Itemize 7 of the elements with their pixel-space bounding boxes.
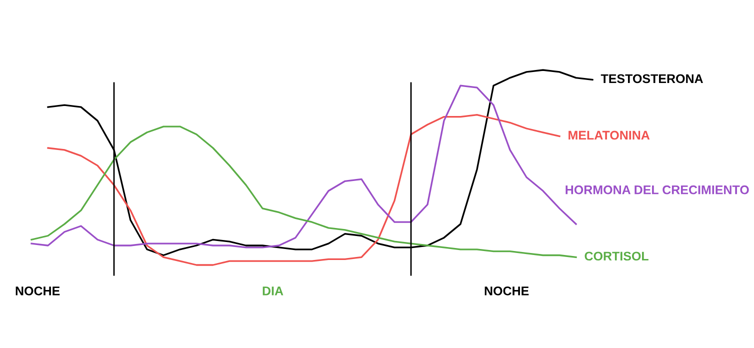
text: NOCHE xyxy=(16,286,60,296)
text: DIA xyxy=(262,286,284,296)
series-label: MELATONINA xyxy=(568,130,650,140)
series-label: HORMONA DEL CRECIMIENTO xyxy=(566,185,749,194)
text: NOCHE xyxy=(484,286,529,296)
series-label: CORTISOL xyxy=(584,252,648,261)
series-label: TESTOSTERONA xyxy=(600,74,703,84)
